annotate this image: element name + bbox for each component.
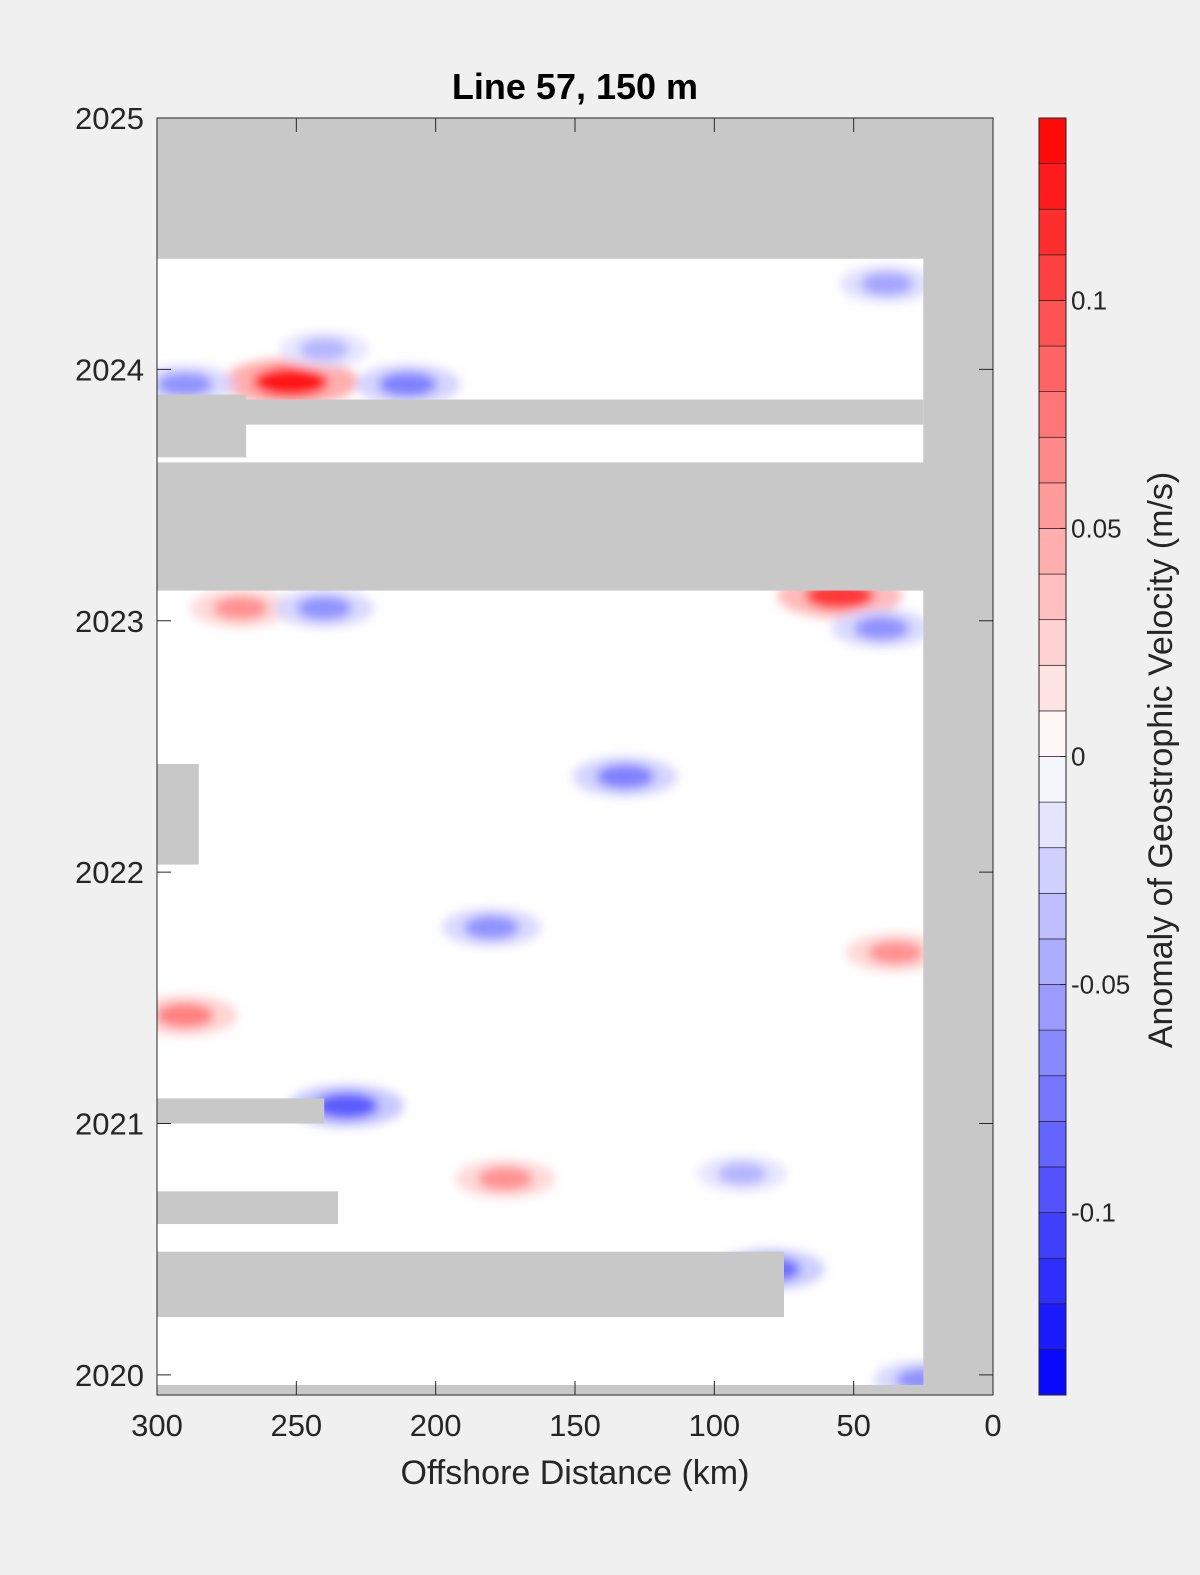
colorbar-band — [1038, 117, 1067, 164]
missing-data-period — [157, 462, 993, 591]
missing-data-period — [157, 394, 247, 458]
colorbar-tick-label: 0.1 — [1071, 285, 1107, 315]
colorbar-band — [1038, 664, 1067, 712]
x-tick-label: 200 — [410, 1408, 462, 1443]
missing-data-mask — [157, 118, 993, 1395]
x-tick-label: 150 — [549, 1408, 601, 1443]
colorbar-ticks: 0.1 0.05 0 -0.05 -0.1 — [1060, 285, 1130, 1228]
anomaly-feature — [867, 940, 923, 965]
anomaly-feature — [596, 764, 655, 789]
anomaly-feature — [213, 596, 269, 620]
colorbar-band — [1038, 1121, 1067, 1168]
anomaly-feature — [860, 272, 914, 296]
x-axis-label: Offshore Distance (km) — [401, 1454, 750, 1492]
x-tick-label: 100 — [688, 1408, 740, 1443]
x-axis-ticks: 300 250 200 150 100 50 0 — [131, 118, 1002, 1443]
x-tick-label: 250 — [270, 1408, 322, 1443]
colorbar-band — [1038, 1257, 1067, 1305]
y-tick-label: 2021 — [75, 1107, 144, 1142]
anomaly-feature — [463, 915, 519, 940]
y-axis-ticks: 2020 2021 2022 2023 2024 2025 — [75, 101, 993, 1393]
colorbar-band — [1038, 1166, 1067, 1213]
plot-area — [157, 118, 993, 1395]
missing-data-right — [923, 118, 993, 1395]
anomaly-feature — [157, 1003, 214, 1028]
colorbar-band — [1038, 710, 1067, 757]
y-tick-label: 2023 — [75, 604, 144, 639]
anomaly-feature — [854, 616, 910, 641]
chart-title: Line 57, 150 m — [452, 66, 698, 107]
missing-data-period — [157, 118, 993, 259]
colorbar-tick-label: 0 — [1071, 742, 1085, 772]
y-tick-label: 2025 — [75, 101, 144, 136]
colorbar-band — [1038, 756, 1067, 803]
anomaly-feature — [296, 596, 352, 620]
colorbar-label: Anomaly of Geostrophic Velocity (m/s) — [1142, 472, 1180, 1048]
anomaly-feature — [299, 338, 349, 361]
colorbar-band — [1038, 573, 1067, 621]
colorbar-band — [1038, 801, 1067, 849]
missing-data-period — [157, 1191, 339, 1225]
x-tick-label: 300 — [131, 1408, 183, 1443]
colorbar-band — [1038, 436, 1067, 484]
x-tick-label: 0 — [984, 1408, 1001, 1443]
colorbar-band — [1038, 1349, 1067, 1396]
missing-data-period — [157, 1251, 784, 1318]
y-tick-label: 2022 — [75, 855, 144, 890]
colorbar-band — [1038, 892, 1067, 940]
y-tick-label: 2024 — [75, 352, 144, 387]
colorbar-tick-label: 0.05 — [1071, 513, 1122, 543]
colorbar-band — [1038, 482, 1067, 529]
colorbar-band — [1038, 345, 1067, 392]
colorbar-band — [1038, 300, 1067, 347]
colorbar-band — [1038, 1212, 1067, 1259]
y-tick-label: 2020 — [75, 1358, 144, 1393]
colorbar-band — [1038, 938, 1067, 985]
colorbar-band — [1038, 208, 1067, 256]
colorbar-band — [1038, 1029, 1067, 1077]
anomaly-feature — [717, 1162, 767, 1185]
anomaly-feature — [253, 367, 328, 397]
colorbar-band — [1038, 847, 1067, 894]
colorbar-band — [1038, 163, 1067, 210]
colorbar-band — [1038, 984, 1067, 1031]
colorbar-band — [1038, 528, 1067, 575]
colorbar-band — [1038, 1075, 1067, 1122]
anomaly-feature — [157, 372, 213, 397]
x-tick-label: 50 — [836, 1408, 870, 1443]
missing-data-period — [157, 764, 199, 865]
colorbar-band — [1038, 619, 1067, 666]
anomaly-feature — [314, 1093, 379, 1119]
anomaly-feature — [378, 372, 437, 397]
anomaly-field — [157, 264, 974, 1395]
anomaly-feature — [477, 1167, 533, 1191]
colorbar-tick-label: -0.1 — [1071, 1198, 1116, 1228]
plot-background — [157, 118, 993, 1395]
missing-data-period — [157, 1098, 325, 1124]
colorbar-tick-label: -0.05 — [1071, 970, 1130, 1000]
colorbar-band — [1038, 254, 1067, 301]
colorbar — [1038, 117, 1067, 1396]
colorbar-band — [1038, 391, 1067, 438]
colorbar-band — [1038, 1303, 1067, 1350]
missing-data-period — [157, 399, 924, 425]
